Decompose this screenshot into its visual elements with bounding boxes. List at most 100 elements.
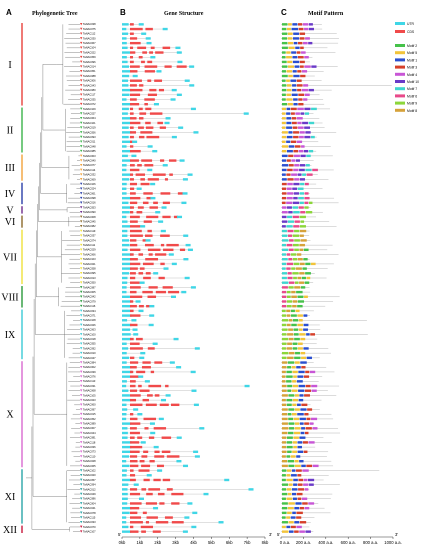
motif-block [282, 286, 288, 289]
gene-label: TaNAC109 [83, 107, 96, 111]
motif-block [297, 70, 302, 73]
motif-legend-swatch [395, 44, 405, 47]
utr-block [156, 70, 162, 73]
cds-block [138, 469, 150, 472]
motif-tick-label: 400 a.a. [318, 540, 333, 545]
cds-block [160, 192, 171, 195]
cds-block [130, 436, 135, 439]
tip-marker [80, 93, 83, 96]
motif-block [293, 478, 298, 482]
motif-block [291, 290, 296, 294]
utr-block [162, 27, 168, 31]
utr-block [122, 154, 128, 158]
motif-block [311, 389, 317, 392]
utr-block [122, 276, 128, 280]
motif-block [292, 56, 298, 59]
motif-block [286, 187, 292, 190]
gene-label: TaNAC019 [83, 126, 96, 130]
cds-block [166, 455, 180, 458]
motif-block [287, 361, 295, 364]
motif-block [291, 27, 299, 31]
motif-block [292, 384, 299, 388]
motif-block [288, 41, 294, 45]
panel-title-motif-pattern: Motif Pattern [308, 11, 344, 17]
motif-block [282, 272, 288, 275]
motif-block [286, 56, 292, 59]
tip-marker [80, 520, 83, 524]
cds-block [165, 384, 169, 388]
motif-block [301, 276, 306, 280]
utr-block [122, 126, 129, 129]
gene-label: TaNAC072 [83, 102, 96, 106]
motif-block [290, 516, 296, 519]
utr-block [122, 88, 132, 92]
motif-block [286, 173, 291, 176]
motif-legend-label: Motif 8 [407, 109, 417, 113]
clade-label: VII [3, 252, 17, 263]
utr-block [122, 93, 130, 97]
motif-legend-swatch [395, 65, 405, 69]
cds-block [141, 530, 146, 533]
cds-block [136, 337, 143, 341]
motif-block [296, 380, 303, 383]
tip-marker [80, 135, 83, 139]
cds-block [130, 323, 138, 327]
utr-block [160, 229, 166, 233]
utr-block [141, 32, 147, 35]
utr-block [133, 333, 139, 336]
motif-block [287, 506, 294, 510]
cds-block [143, 478, 150, 482]
motif-block [286, 403, 292, 407]
motif-block [306, 333, 310, 336]
motif-block [282, 337, 289, 341]
motif-block [304, 65, 311, 68]
gene-label: TaNAC031 [83, 384, 96, 388]
gene-label: TaNAC022 [83, 50, 96, 54]
cds-block [130, 380, 136, 383]
utr-block [139, 356, 145, 360]
tip-marker [80, 323, 83, 326]
motif-block [293, 103, 298, 106]
utr-block [122, 262, 131, 266]
gene-label: TaNAC086 [83, 497, 96, 501]
utr-block [147, 168, 153, 172]
cds-block [137, 164, 142, 167]
cds-block [164, 178, 168, 181]
cds-block [161, 436, 172, 439]
cds-block [160, 234, 170, 237]
motif-block [298, 398, 304, 402]
motif-block [293, 328, 299, 331]
utr-block [170, 98, 176, 101]
utr-block [189, 84, 195, 87]
cds-block [130, 441, 140, 444]
cds-block [130, 65, 140, 68]
tip-marker [80, 431, 83, 435]
utr-block [122, 290, 127, 294]
motif-legend-label: Motif 3 [407, 66, 417, 70]
utr-block [122, 117, 132, 120]
utr-block [158, 417, 164, 421]
gene-label: TaNAC038 [83, 22, 96, 26]
gene-label: TaNAC059 [83, 55, 96, 59]
gs-tick-label: 4kb [190, 540, 197, 545]
cds-block [130, 511, 138, 515]
utr-block [138, 23, 144, 26]
utr-block [138, 497, 144, 500]
cds-block [162, 201, 170, 205]
motif-block [292, 441, 297, 444]
motif-block [282, 32, 288, 35]
cds-block [139, 389, 150, 392]
utr-block [122, 351, 127, 355]
cds-block [130, 239, 137, 242]
motif-block [305, 168, 312, 172]
gene-label: TaNAC081 [83, 436, 96, 440]
cds-block [130, 422, 141, 425]
motif-block [303, 314, 308, 317]
utr-block [152, 342, 158, 345]
motif-three-prime: 3' [395, 532, 398, 537]
utr-block [122, 497, 128, 500]
motif-block [282, 131, 288, 134]
motif-block [293, 192, 300, 195]
tip-marker [80, 351, 83, 355]
